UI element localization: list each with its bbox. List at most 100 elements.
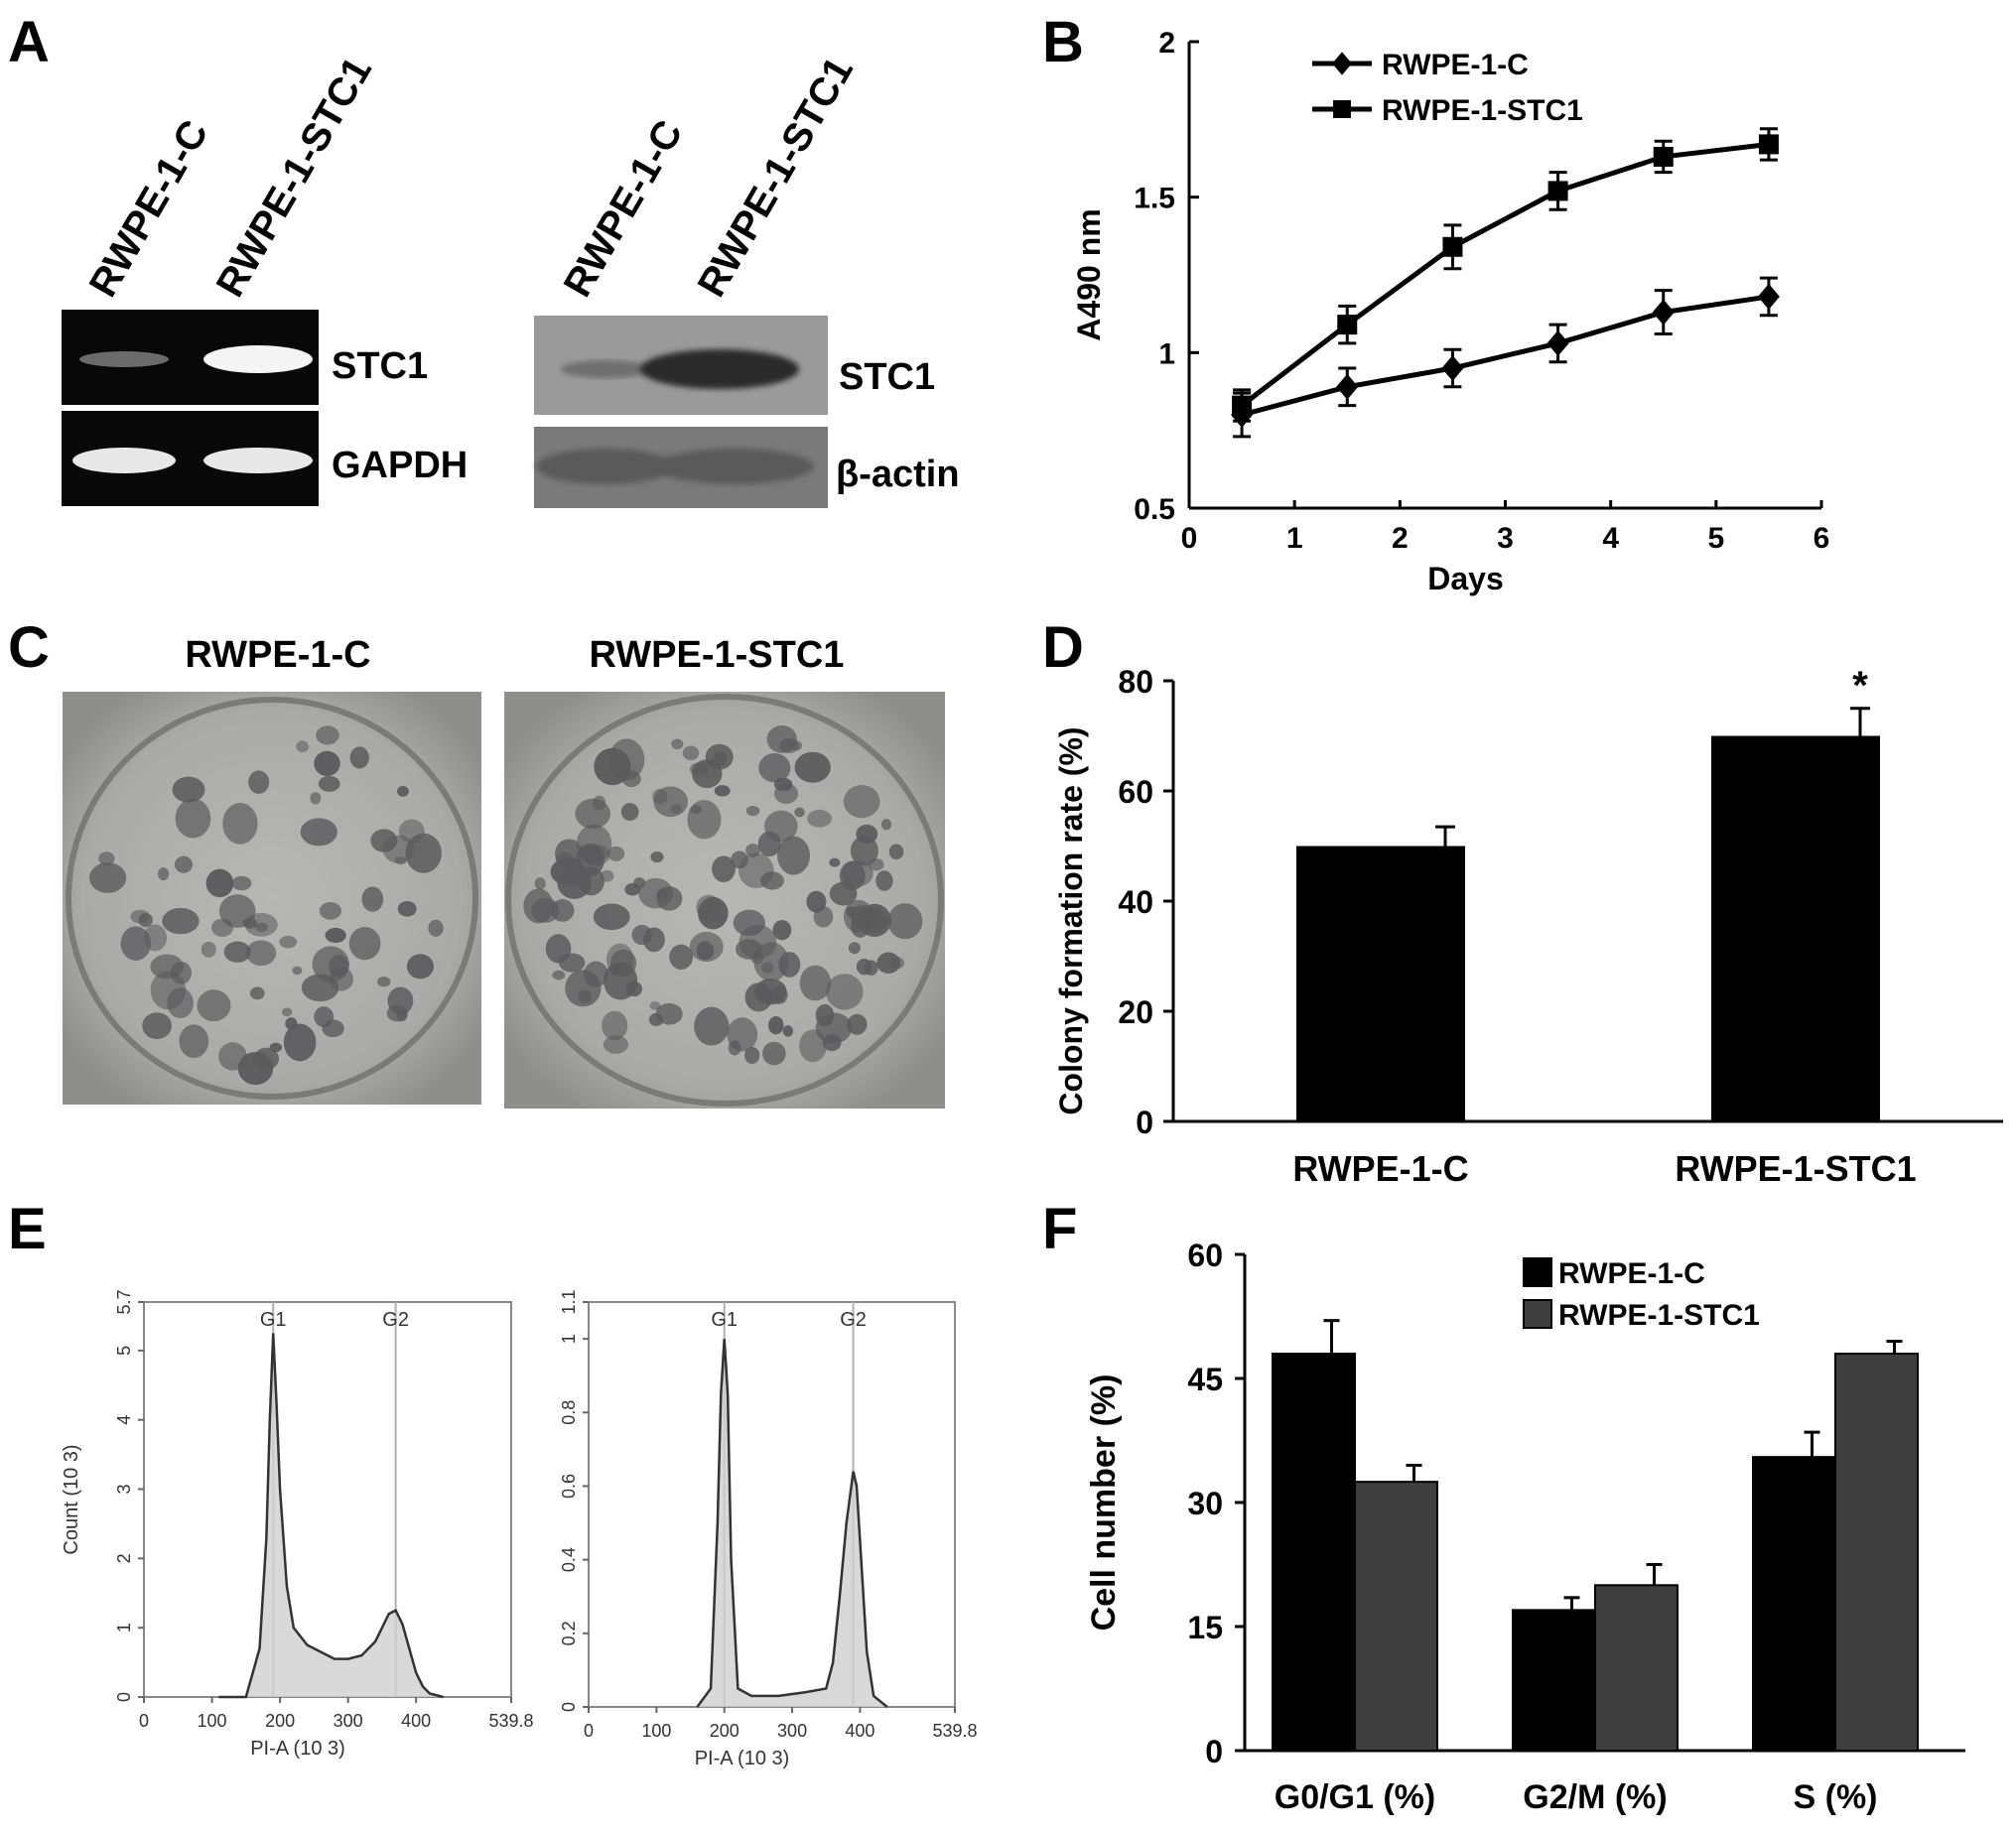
x-tick-label: 200 (265, 1711, 295, 1731)
gel-band-gapdh-c (72, 448, 176, 473)
colony (283, 1023, 317, 1062)
dish-colonies-stc1 (523, 725, 923, 1066)
colony (162, 907, 200, 935)
colony (772, 920, 792, 941)
peak-label: G1 (260, 1309, 287, 1331)
bar (1594, 1584, 1679, 1753)
colony (692, 759, 723, 789)
colony (829, 881, 858, 906)
colony (222, 803, 258, 845)
colony (318, 775, 340, 792)
blot-label-stc1: STC1 (839, 356, 935, 398)
x-tick-label: 0 (1181, 522, 1198, 555)
colony (649, 1000, 661, 1010)
y-axis-title: Cell number (%) (1085, 1374, 1123, 1632)
colony (534, 877, 546, 890)
colony (158, 867, 170, 881)
x-tick-label: 300 (777, 1721, 807, 1741)
y-tick-label: 80 (1118, 664, 1153, 700)
blot-band-actin-c (536, 449, 675, 484)
x-tick-label: 4 (1602, 522, 1619, 555)
colony (150, 970, 187, 1010)
bar (1512, 1609, 1596, 1753)
y-axis-title: Count (10 3) (61, 1444, 82, 1554)
dish-colonies-c (89, 725, 444, 1086)
legend-swatch (1523, 1257, 1552, 1287)
blot-band-actin-stc1 (655, 449, 814, 484)
colony (888, 844, 904, 860)
histogram-line (218, 1333, 444, 1699)
y-tick-label: 0.5 (1134, 493, 1175, 526)
y-tick-label: 2 (1158, 27, 1175, 60)
dish-label-stc1: RWPE-1-STC1 (590, 634, 845, 676)
x-tick-label: G0/G1 (%) (1275, 1778, 1435, 1816)
colony (348, 927, 381, 961)
colony (750, 952, 764, 965)
colony (205, 868, 234, 898)
colony (887, 903, 923, 940)
colony (847, 1013, 868, 1035)
colony (428, 919, 444, 937)
bar (1354, 1481, 1438, 1752)
colony (255, 922, 268, 933)
colony (690, 805, 703, 815)
panel-letter-b: B (1042, 10, 1084, 74)
colony (638, 877, 674, 909)
colony (712, 855, 736, 883)
peak-label: G2 (840, 1309, 867, 1331)
colony (301, 974, 339, 1002)
gel-label-stc1: STC1 (332, 345, 428, 387)
x-axis-title: PI-A (10 3) (695, 1748, 790, 1769)
y-tick-label: 0.4 (559, 1547, 579, 1572)
colony (370, 829, 398, 852)
panel-c: RWPE-1-C RWPE-1-STC1 (63, 634, 945, 1109)
x-tick-label: 300 (334, 1711, 363, 1731)
y-tick-label: 1 (114, 1623, 134, 1633)
bar (1752, 1456, 1836, 1752)
colony (739, 924, 777, 960)
y-tick-label: 45 (1187, 1362, 1223, 1397)
data-point (1336, 373, 1359, 400)
colony (218, 894, 256, 928)
colony (349, 746, 369, 769)
blot-lane-label-1: RWPE-1-C (556, 113, 692, 305)
y-tick-label: 20 (1118, 994, 1153, 1030)
colony (843, 785, 880, 819)
legend-swatch (1523, 1299, 1552, 1329)
colony (175, 798, 211, 839)
colony (807, 809, 832, 828)
colony (316, 725, 339, 745)
colony (396, 786, 409, 797)
colony (778, 952, 801, 978)
y-tick-label: 2 (114, 1553, 134, 1563)
colony (687, 800, 722, 840)
colony (602, 1010, 628, 1041)
gel-band-stc1-stc1 (203, 345, 313, 373)
colony (608, 738, 645, 781)
colony (777, 836, 810, 875)
colony (757, 831, 781, 857)
line-chart-b: 0 1 2 3 4 5 6 0.5 1 1.5 2 Days A490 nm RWPE-1-C RWPE-1… (1071, 27, 1829, 596)
colony (648, 1012, 664, 1027)
colony (361, 886, 384, 912)
colony (248, 770, 270, 794)
colony (694, 1006, 730, 1046)
colony (405, 833, 442, 873)
colony (292, 966, 303, 976)
colony (650, 851, 664, 863)
peak-label: G1 (711, 1309, 738, 1331)
colony (607, 846, 625, 861)
colony (138, 913, 154, 928)
colony (815, 1012, 853, 1044)
colony (794, 807, 805, 818)
bar-chart-d: 0 20 40 60 80 Colony formation rate (%) RWPE-1… (1053, 664, 2003, 1189)
colony (179, 1024, 209, 1059)
data-point (1332, 52, 1352, 75)
gel-band-gapdh-stc1 (203, 448, 313, 473)
panel-letter-f: F (1042, 1197, 1077, 1261)
colony (696, 894, 722, 921)
x-tick-label: 2 (1392, 522, 1409, 555)
y-tick-label: 1.5 (1134, 183, 1175, 215)
plot-frame (588, 1301, 956, 1708)
colony (397, 900, 417, 917)
